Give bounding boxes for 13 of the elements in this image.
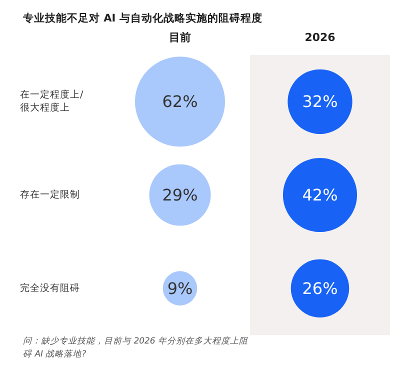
category-label: 在一定程度上/很大程度上 — [20, 88, 84, 114]
text: 专业技能不足对 AI 与自动化战略实施的阻碍程度 — [22, 12, 262, 24]
data-label: 29% — [162, 186, 198, 204]
text: 2026 — [304, 31, 336, 44]
data-label: 32% — [302, 92, 338, 112]
data-label: 62% — [162, 92, 198, 112]
category-label: 完全没有阻碍 — [20, 282, 80, 294]
series-label: 目前 — [169, 31, 191, 44]
data-label: 42% — [302, 186, 338, 204]
data-label: 26% — [302, 278, 338, 298]
text: 问：缺少专业技能，目前与 2026 年分别在多大程度上阻碍 AI 战略落地? — [23, 336, 248, 360]
data-label: 9% — [167, 278, 193, 298]
category-label: 存在一定限制 — [20, 188, 80, 200]
